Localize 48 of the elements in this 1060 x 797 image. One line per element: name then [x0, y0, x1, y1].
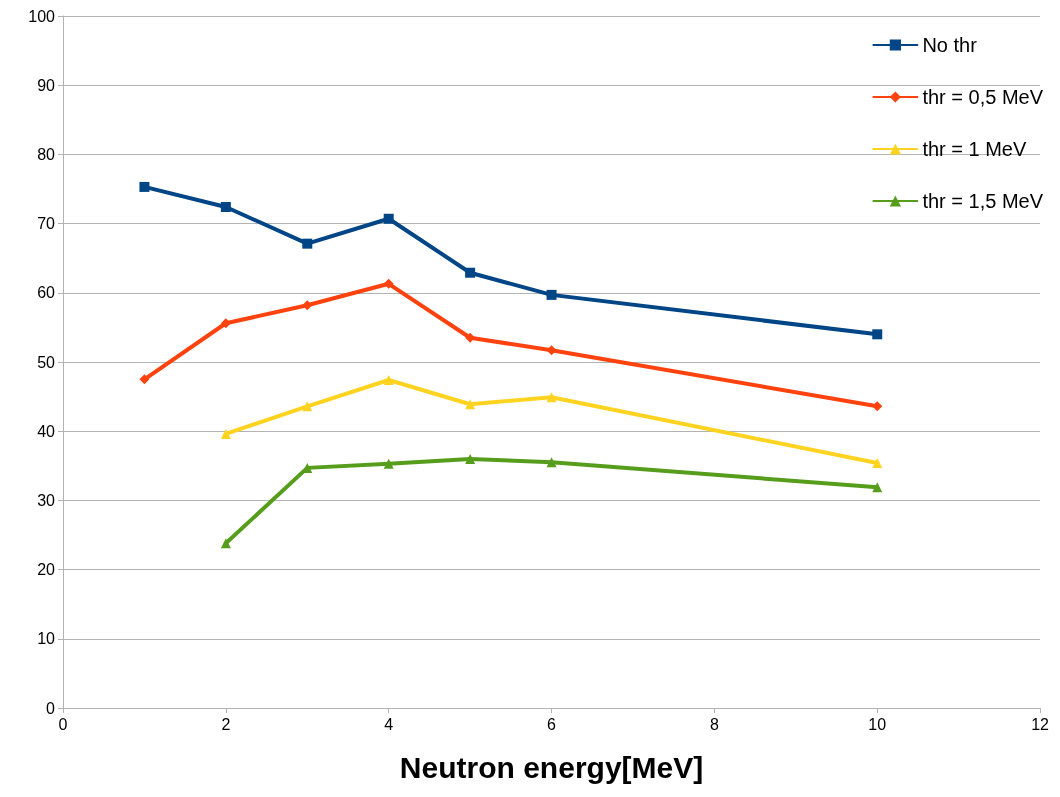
point	[465, 453, 476, 464]
point	[872, 329, 883, 340]
y-tick-label: 100	[28, 7, 56, 25]
point	[465, 332, 476, 343]
legend-label: No thr	[922, 34, 978, 56]
x-tick-label: 4	[384, 715, 394, 733]
point	[546, 289, 557, 300]
x-tick-label: 12	[1031, 715, 1050, 733]
x-tick-label: 8	[709, 715, 719, 733]
x-tick-label: 10	[868, 715, 887, 733]
y-tick-label: 90	[37, 76, 56, 94]
point	[872, 482, 883, 493]
x-tick-label: 0	[58, 715, 68, 733]
y-tick-label: 60	[37, 284, 56, 302]
point	[383, 278, 394, 289]
point	[139, 374, 150, 385]
x-tick-label: 2	[221, 715, 231, 733]
point	[220, 201, 231, 212]
y-tick-label: 80	[37, 145, 56, 163]
point	[872, 401, 883, 412]
point	[546, 392, 557, 403]
point	[220, 538, 231, 549]
point	[220, 318, 231, 329]
x-tick-label: 6	[547, 715, 557, 733]
point	[302, 238, 313, 249]
point	[383, 458, 394, 469]
legend-label: thr = 0,5 MeV	[922, 86, 1044, 108]
y-tick-label: 40	[37, 422, 56, 440]
point	[872, 458, 883, 469]
point	[220, 428, 231, 439]
point	[546, 345, 557, 356]
point	[546, 457, 557, 468]
point	[465, 267, 476, 278]
y-tick-label: 30	[37, 491, 56, 509]
point	[465, 399, 476, 410]
y-tick-label: 20	[37, 561, 56, 579]
legend-label: thr = 1,5 MeV	[922, 190, 1044, 212]
y-tick-label: 10	[37, 630, 56, 648]
point	[383, 374, 394, 385]
point	[302, 401, 313, 412]
y-tick-label: 0	[46, 699, 56, 717]
x-axis-title: Neutron energy[MeV]	[399, 750, 704, 784]
legend-label: thr = 1 MeV	[922, 138, 1027, 160]
y-tick-label: 70	[37, 215, 56, 233]
point	[302, 300, 313, 311]
point	[383, 213, 394, 224]
point	[139, 181, 150, 192]
y-tick-label: 50	[37, 353, 56, 371]
